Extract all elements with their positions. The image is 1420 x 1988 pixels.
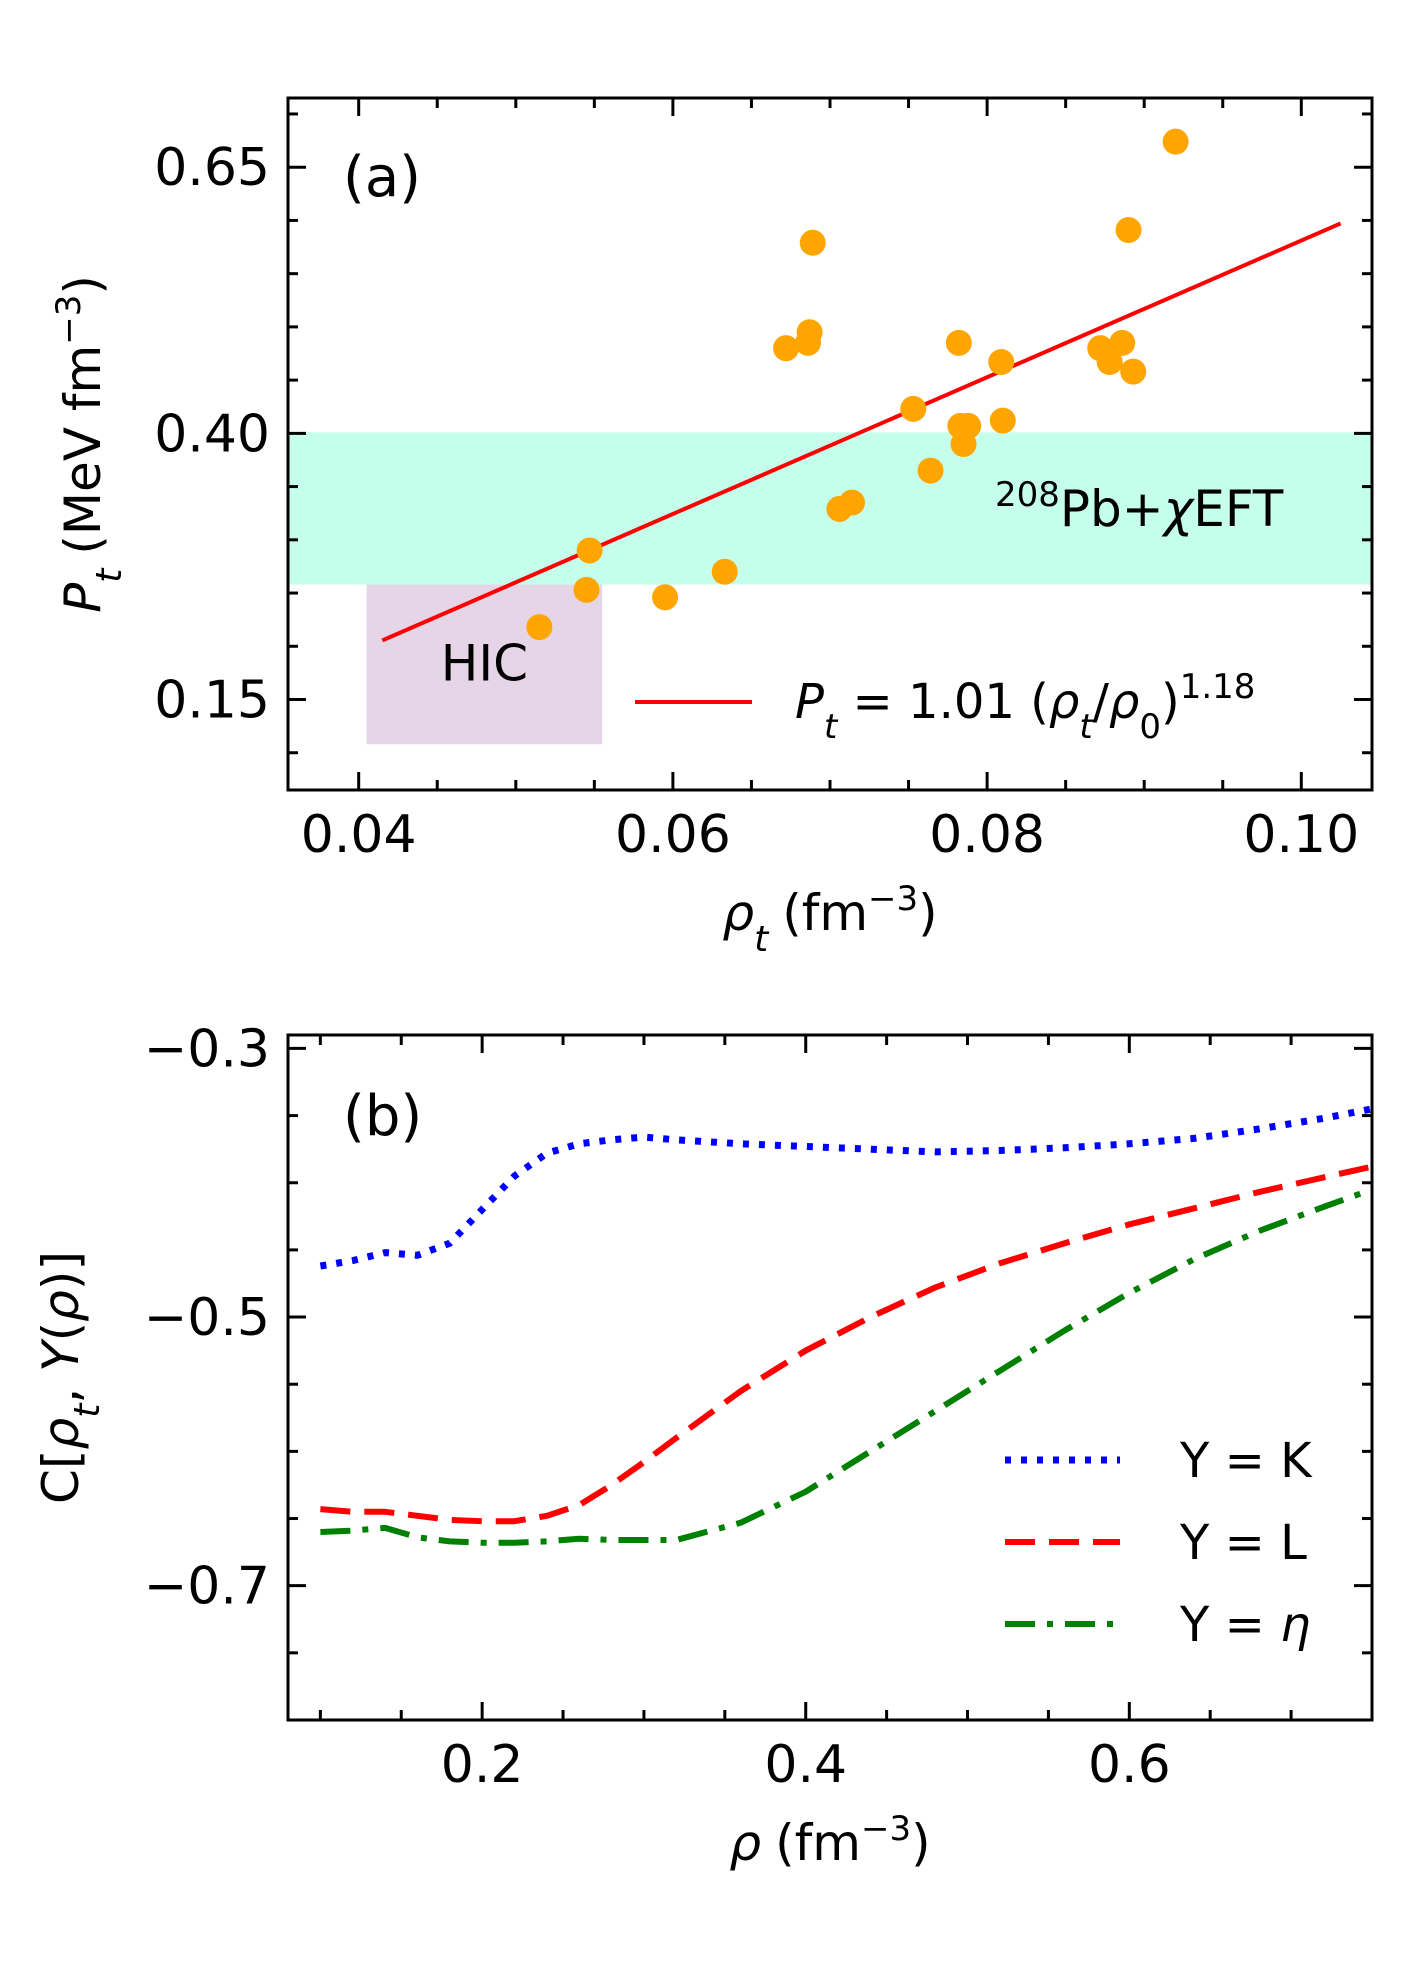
data-point (945, 329, 972, 356)
legend-label-k: Y = K (1179, 1433, 1313, 1489)
legend-label-fit: Pt = 1.01 (ρt/ρ0)1.18 (795, 667, 1255, 747)
legend-label-l: Y = L (1179, 1515, 1307, 1571)
axes-frame-b (286, 1033, 1374, 1722)
data-point (1109, 329, 1136, 356)
x-tick-label-b: 0.4 (764, 1735, 847, 1795)
y-tick-label-a: 0.15 (154, 671, 270, 731)
series-line-eta (320, 1186, 1374, 1546)
panel-a: 0.04 0.06 0.08 0.10 0.15 0.40 0.65 (a) 208Pb+χ… (49, 96, 1374, 960)
y-tick-label-a: 0.40 (154, 404, 270, 464)
legend-label-eta: Y = η (1179, 1597, 1310, 1653)
data-point (799, 229, 826, 256)
data-point (711, 558, 738, 585)
data-point (1115, 217, 1142, 244)
y-tick-label-a: 0.65 (154, 138, 270, 198)
data-point (1120, 358, 1147, 385)
series-line-k (319, 1105, 1373, 1270)
x-tick-label-a: 0.04 (301, 805, 417, 865)
x-tick-label-a: 0.10 (1243, 805, 1359, 865)
data-point (917, 457, 944, 484)
fit-line (381, 221, 1342, 643)
data-point (573, 576, 600, 603)
x-axis-label-a: ρt (fm−3) (722, 879, 937, 960)
legend-a: Pt = 1.01 (ρt/ρ0)1.18 (635, 667, 1255, 747)
series-line-l (320, 1163, 1373, 1525)
data-point (773, 335, 800, 362)
y-tick-label-b: −0.3 (144, 1019, 270, 1079)
y-tick-label-b: −0.5 (144, 1288, 270, 1348)
band-label-hic: HIC (441, 634, 528, 692)
panel-label-a: (a) (343, 145, 421, 210)
data-point (796, 319, 823, 346)
data-point (1162, 128, 1189, 155)
panel-label-b: (b) (343, 1084, 422, 1149)
y-axis-label-a: Pt(MeV fm−3) (49, 275, 130, 613)
x-axis-label-b: ρ (fm−3) (729, 1809, 930, 1872)
y-tick-label-b: −0.7 (144, 1557, 270, 1617)
data-point (989, 407, 1016, 434)
data-point (652, 584, 679, 611)
data-point (526, 614, 553, 641)
data-point (576, 537, 603, 564)
data-point (900, 395, 927, 422)
x-tick-label-a: 0.08 (929, 805, 1045, 865)
y-axis-label-b: C[ρt, Y(ρ)] (32, 1251, 108, 1504)
x-tick-label-b: 0.6 (1088, 1735, 1171, 1795)
band-label-pb-chieft: 208Pb+χEFT (995, 475, 1284, 538)
data-point (838, 489, 865, 516)
legend-b: Y = K Y = L Y = η (1005, 1433, 1313, 1653)
data-point (1096, 349, 1123, 376)
data-point (955, 412, 982, 439)
data-point (988, 349, 1015, 376)
x-tick-label-b: 0.2 (441, 1735, 524, 1795)
panel-b: 0.2 0.4 0.6−0.3−0.5−0.7 (b) Y = KY = LY = … (32, 1019, 1374, 1872)
x-tick-label-a: 0.06 (615, 805, 731, 865)
band-hic (366, 584, 603, 745)
